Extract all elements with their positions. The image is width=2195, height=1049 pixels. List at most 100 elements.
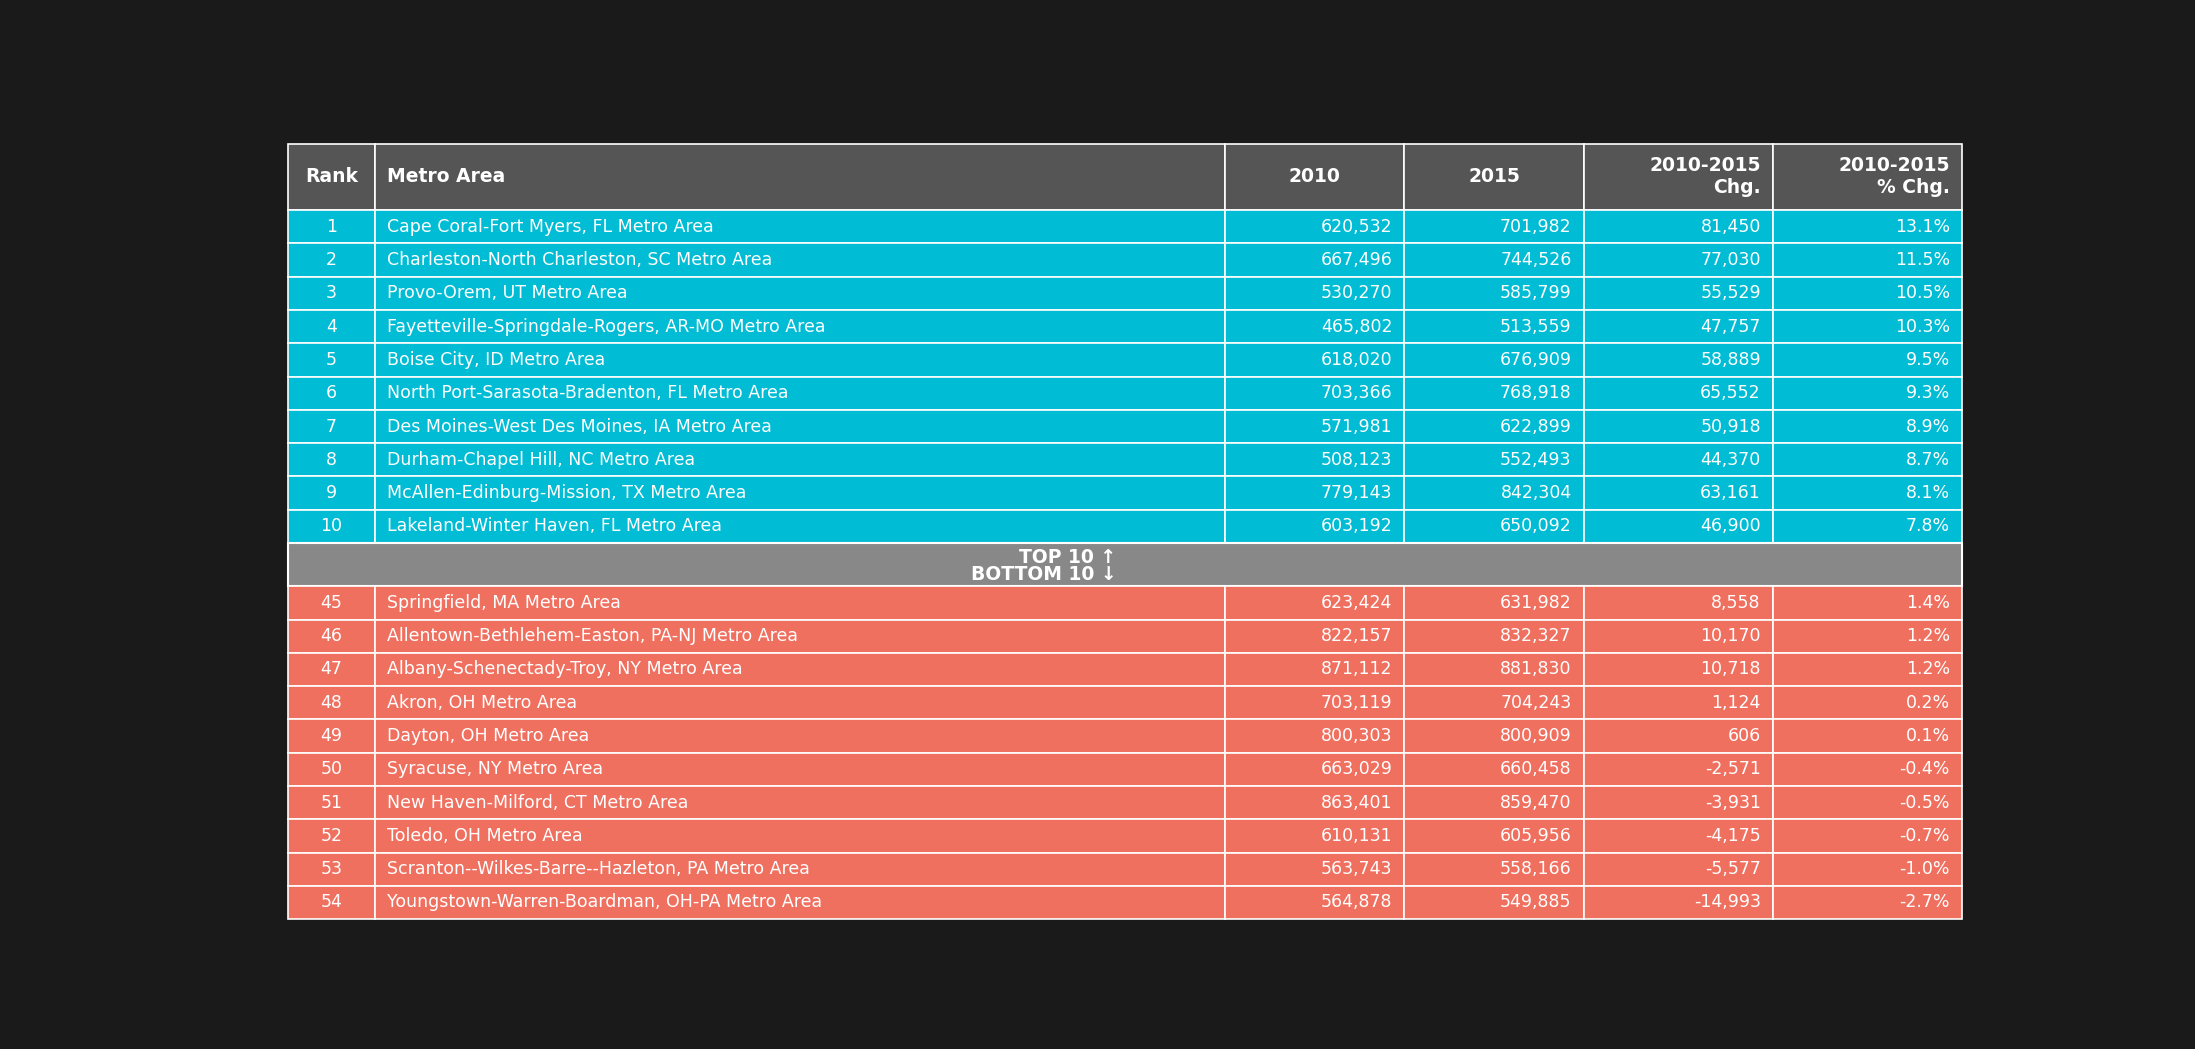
Text: North Port-Sarasota-Bradenton, FL Metro Area: North Port-Sarasota-Bradenton, FL Metro … [386,384,788,402]
Bar [1225,786,1405,819]
Text: 2010-2015
% Chg.: 2010-2015 % Chg. [1839,156,1949,197]
Text: 2: 2 [327,251,338,270]
Text: -5,577: -5,577 [1706,860,1760,878]
Bar [375,853,1225,885]
Bar [288,543,1962,586]
Text: -14,993: -14,993 [1695,894,1760,912]
Bar [288,277,375,311]
Text: 1.4%: 1.4% [1905,594,1949,612]
Bar [1225,277,1405,311]
Bar [375,277,1225,311]
Text: Syracuse, NY Metro Area: Syracuse, NY Metro Area [386,761,604,778]
Bar [1225,311,1405,343]
Bar [288,819,375,853]
Text: 842,304: 842,304 [1501,484,1572,502]
Text: 10,718: 10,718 [1701,661,1760,679]
Bar [375,586,1225,620]
Text: 800,303: 800,303 [1321,727,1392,745]
Text: 6: 6 [325,384,338,402]
Text: -4,175: -4,175 [1706,827,1760,844]
Bar [1774,144,1962,210]
Text: 65,552: 65,552 [1701,384,1760,402]
Text: Fayetteville-Springdale-Rogers, AR-MO Metro Area: Fayetteville-Springdale-Rogers, AR-MO Me… [386,318,825,336]
Bar [1774,720,1962,753]
Text: 563,743: 563,743 [1321,860,1392,878]
Text: 1: 1 [327,218,338,236]
Text: 46: 46 [320,627,342,645]
Text: -0.7%: -0.7% [1899,827,1949,844]
Text: Des Moines-West Des Moines, IA Metro Area: Des Moines-West Des Moines, IA Metro Are… [386,418,773,435]
Text: 7: 7 [327,418,338,435]
Text: 571,981: 571,981 [1321,418,1392,435]
Text: 660,458: 660,458 [1499,761,1572,778]
Bar [1405,144,1583,210]
Text: 8.7%: 8.7% [1905,451,1949,469]
Bar [288,686,375,720]
Text: 650,092: 650,092 [1499,517,1572,535]
Text: 513,559: 513,559 [1499,318,1572,336]
Text: 881,830: 881,830 [1499,661,1572,679]
Bar [1225,885,1405,919]
Text: 10,170: 10,170 [1701,627,1760,645]
Bar [1405,476,1583,510]
Text: 549,885: 549,885 [1499,894,1572,912]
Text: Provo-Orem, UT Metro Area: Provo-Orem, UT Metro Area [386,284,628,302]
Bar [1774,786,1962,819]
Bar [1774,853,1962,885]
Bar [375,510,1225,543]
Bar [1583,510,1774,543]
Bar [1774,510,1962,543]
Bar [1405,510,1583,543]
Bar [1774,377,1962,410]
Text: 871,112: 871,112 [1321,661,1392,679]
Text: Metro Area: Metro Area [386,168,505,187]
Text: TOP 10 ↑: TOP 10 ↑ [1018,548,1117,566]
Text: 800,909: 800,909 [1499,727,1572,745]
Text: 620,532: 620,532 [1321,218,1392,236]
Bar [1583,476,1774,510]
Text: -0.4%: -0.4% [1899,761,1949,778]
Bar [1583,753,1774,786]
Text: 610,131: 610,131 [1321,827,1392,844]
Text: 605,956: 605,956 [1499,827,1572,844]
Text: 822,157: 822,157 [1321,627,1392,645]
Text: 863,401: 863,401 [1321,794,1392,812]
Text: 779,143: 779,143 [1321,484,1392,502]
Text: 9.3%: 9.3% [1905,384,1949,402]
Bar [375,377,1225,410]
Bar [375,686,1225,720]
Bar [1583,885,1774,919]
Bar [1405,819,1583,853]
Bar [375,311,1225,343]
Text: 49: 49 [320,727,342,745]
Bar [288,311,375,343]
Text: McAllen-Edinburg-Mission, TX Metro Area: McAllen-Edinburg-Mission, TX Metro Area [386,484,746,502]
Text: 44,370: 44,370 [1701,451,1760,469]
Text: 552,493: 552,493 [1499,451,1572,469]
Text: 48: 48 [320,693,342,712]
Text: 744,526: 744,526 [1501,251,1572,270]
Bar [375,720,1225,753]
Bar [1583,377,1774,410]
Text: 50,918: 50,918 [1701,418,1760,435]
Bar [1225,819,1405,853]
Bar [288,443,375,476]
Bar [1225,443,1405,476]
Bar [1405,753,1583,786]
Bar [1405,720,1583,753]
Bar [1583,819,1774,853]
Text: Springfield, MA Metro Area: Springfield, MA Metro Area [386,594,621,612]
Bar [375,819,1225,853]
Text: 703,366: 703,366 [1321,384,1392,402]
Text: 0.1%: 0.1% [1905,727,1949,745]
Bar [1583,786,1774,819]
Bar [1225,476,1405,510]
Bar [288,853,375,885]
Bar [375,410,1225,443]
Text: 622,899: 622,899 [1499,418,1572,435]
Bar [1405,277,1583,311]
Bar [1583,652,1774,686]
Text: 631,982: 631,982 [1499,594,1572,612]
Text: 10: 10 [320,517,342,535]
Bar [1774,753,1962,786]
